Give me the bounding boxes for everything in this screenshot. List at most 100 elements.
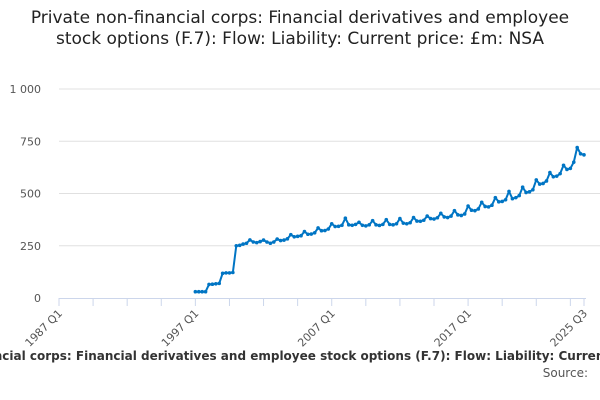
data-point [285, 237, 290, 241]
data-point [503, 197, 508, 202]
data-point [319, 228, 324, 233]
data-point [309, 232, 314, 236]
data-point [387, 222, 392, 227]
data-point [469, 208, 474, 213]
data-point [578, 151, 583, 156]
data-point [418, 219, 423, 224]
data-point [421, 218, 426, 223]
data-point [514, 195, 518, 200]
data-point [507, 189, 511, 194]
data-point [360, 223, 365, 228]
data-point [452, 208, 457, 213]
x-tick-label: 1987 Q1 [23, 307, 66, 350]
data-point [404, 222, 409, 226]
footer-title-container: Private non-financial corps: Financial d… [0, 349, 600, 363]
data-point [473, 208, 477, 213]
data-point [234, 243, 239, 248]
data-point [282, 238, 286, 242]
data-point [278, 238, 283, 243]
x-tick-label: 2007 Q1 [295, 307, 338, 350]
data-point [551, 174, 556, 179]
data-point [517, 193, 522, 198]
data-point [544, 179, 549, 183]
data-point [357, 220, 361, 225]
data-point [381, 222, 385, 227]
data-point [203, 289, 208, 294]
data-point [432, 217, 436, 221]
data-point [554, 174, 559, 178]
data-point [500, 199, 504, 204]
y-tick-label: 250 [20, 240, 41, 253]
data-point [329, 222, 334, 226]
data-point [254, 240, 259, 245]
data-point [350, 223, 354, 228]
data-point [571, 160, 576, 164]
data-point [391, 223, 395, 227]
data-point [289, 232, 293, 237]
data-point [428, 216, 433, 221]
data-point [316, 226, 320, 230]
data-point [459, 213, 464, 218]
data-point [214, 281, 218, 286]
data-point [370, 218, 375, 223]
data-point [527, 190, 532, 194]
data-point [367, 223, 372, 227]
data-point [456, 213, 460, 217]
data-point [531, 187, 535, 192]
data-point [193, 289, 198, 294]
data-point [299, 233, 303, 238]
data-point [541, 181, 545, 186]
data-point [258, 239, 262, 244]
data-point [227, 271, 232, 275]
data-point [401, 221, 406, 225]
data-point [442, 215, 447, 219]
data-point [510, 196, 515, 201]
data-point [548, 170, 552, 175]
data-point [200, 289, 204, 294]
data-point [520, 185, 525, 190]
data-point [217, 281, 222, 286]
data-point [220, 271, 225, 276]
data-point [224, 271, 228, 275]
y-tick-label: 750 [20, 135, 41, 148]
data-point [333, 224, 337, 229]
data-point [210, 282, 215, 287]
data-point [302, 229, 307, 234]
data-point [558, 171, 562, 176]
data-point [537, 182, 542, 186]
data-point [415, 219, 419, 223]
data-point [568, 166, 573, 171]
data-point [411, 215, 416, 220]
data-point [398, 216, 402, 221]
x-tick-label: 2017 Q1 [432, 307, 475, 350]
data-point [196, 289, 201, 294]
data-point [575, 145, 579, 150]
data-point [377, 223, 382, 228]
data-point [582, 153, 586, 157]
data-point [449, 214, 453, 218]
data-point [346, 223, 351, 227]
data-point [207, 282, 211, 287]
data-point [244, 241, 249, 246]
data-point [292, 234, 297, 239]
data-point [435, 215, 440, 220]
data-point [476, 207, 481, 211]
y-tick-label: 0 [34, 292, 41, 305]
chart-title: Private non-financial corps: Financial d… [30, 8, 570, 49]
data-point [231, 270, 235, 275]
data-point [248, 238, 252, 242]
data-point [384, 217, 389, 222]
data-point [336, 224, 341, 229]
series-line [195, 146, 585, 293]
data-point [241, 242, 245, 246]
data-point [486, 205, 491, 209]
data-point [561, 163, 566, 168]
data-point [408, 220, 412, 225]
data-point [479, 200, 484, 205]
data-point [490, 203, 494, 208]
data-point [445, 215, 450, 220]
data-point [462, 212, 467, 216]
data-point [237, 243, 242, 248]
data-point [326, 227, 331, 231]
data-point [265, 240, 269, 244]
